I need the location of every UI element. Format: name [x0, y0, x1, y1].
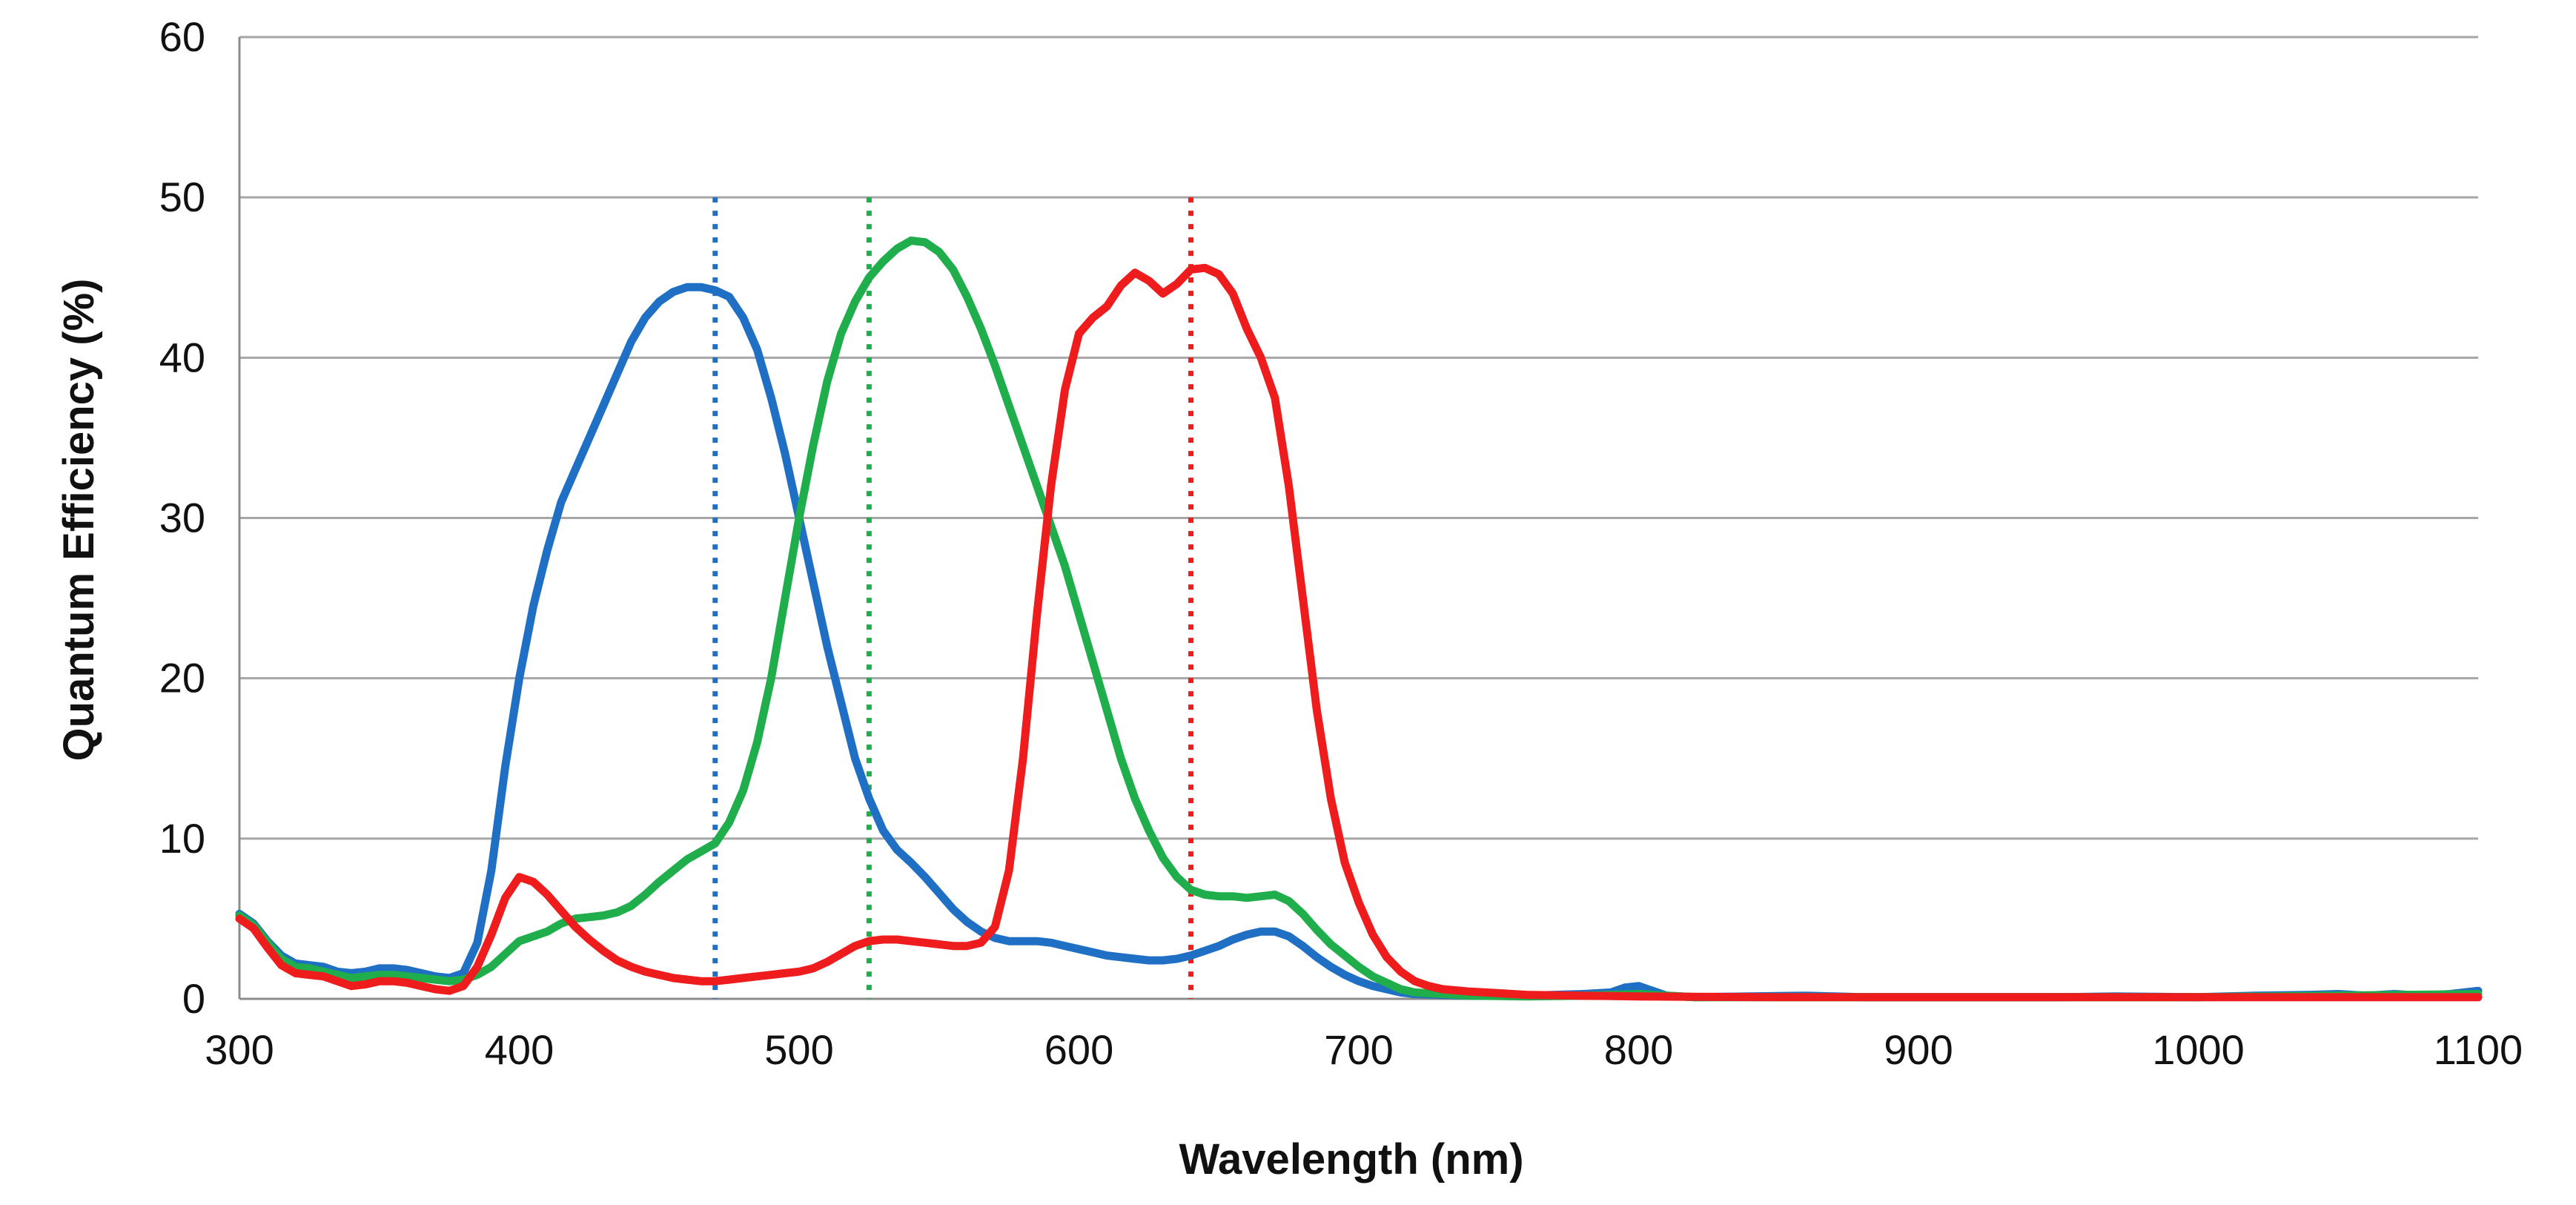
- x-tick-label: 600: [1044, 1026, 1113, 1073]
- x-tick-label: 1100: [2434, 1026, 2523, 1073]
- x-tick-label: 1000: [2152, 1026, 2245, 1073]
- tick-labels: 0 10 20 30 40 50 60 300 400 500 600 700 800 900 1000 11…: [159, 13, 2523, 1073]
- y-tick-label: 60: [159, 13, 205, 60]
- gridlines: [239, 36, 2478, 840]
- series-line-red: [235, 263, 2483, 1002]
- x-tick-label: 700: [1324, 1026, 1393, 1073]
- reference-lines: [712, 197, 1193, 999]
- y-axis-title: Quantum Efficiency (%): [55, 279, 103, 762]
- series-lines: [235, 237, 2483, 1002]
- x-tick-label: 800: [1604, 1026, 1673, 1073]
- x-tick-label: 300: [205, 1026, 274, 1073]
- y-tick-label: 40: [159, 334, 205, 380]
- y-tick-label: 0: [182, 975, 205, 1022]
- y-tick-label: 20: [159, 655, 205, 701]
- series-line-blue: [235, 283, 2483, 1002]
- x-tick-label: 400: [485, 1026, 554, 1073]
- y-tick-label: 50: [159, 174, 205, 220]
- x-axis-title: Wavelength (nm): [1179, 1135, 1523, 1183]
- x-tick-label: 500: [764, 1026, 833, 1073]
- y-tick-label: 30: [159, 495, 205, 541]
- series-line-green: [235, 237, 2483, 1002]
- y-tick-label: 10: [159, 815, 205, 862]
- x-tick-label: 900: [1884, 1026, 1953, 1073]
